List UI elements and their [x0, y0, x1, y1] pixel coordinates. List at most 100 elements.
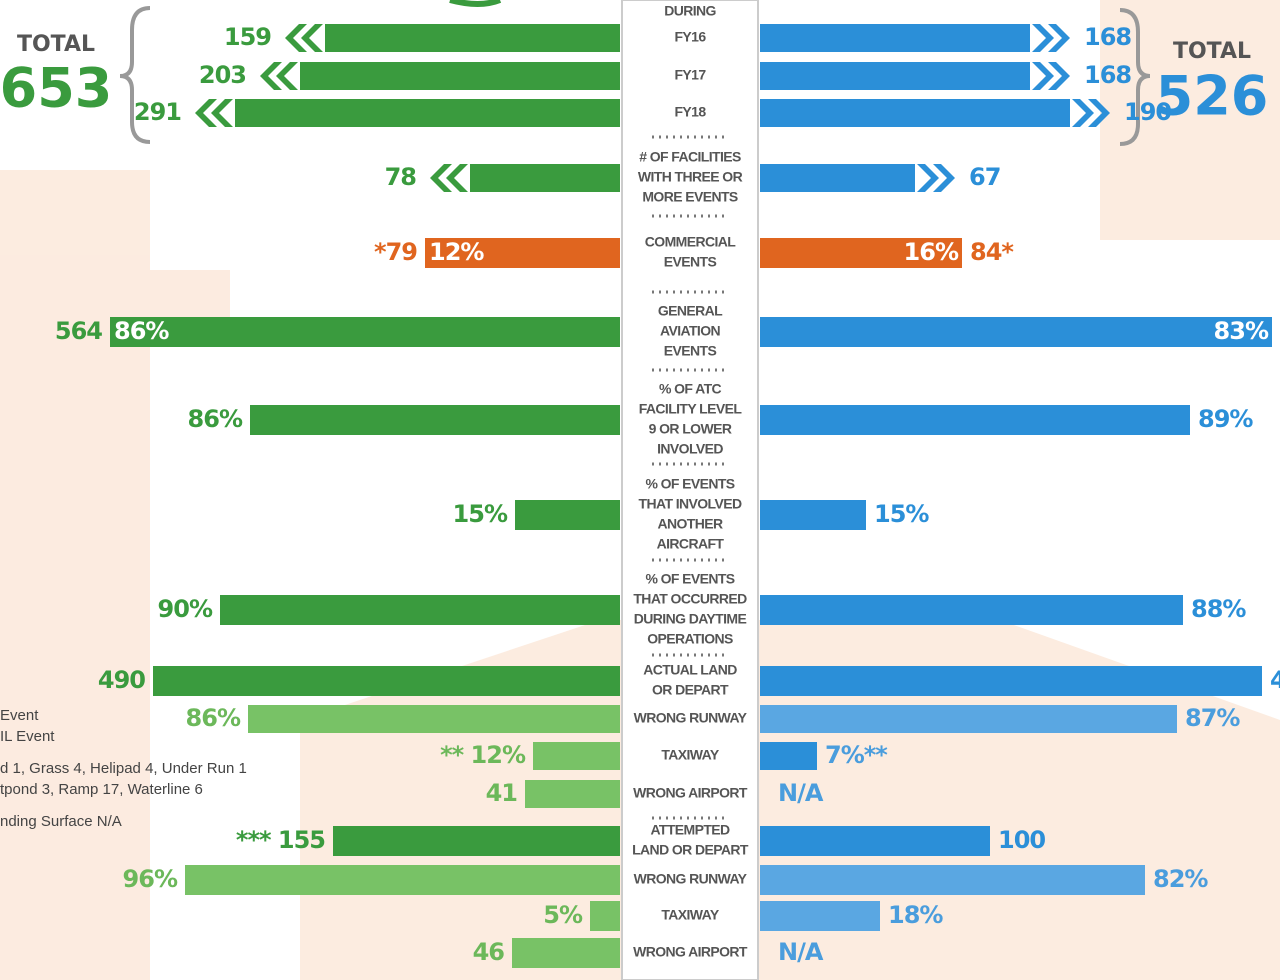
inner-label: 16% [904, 238, 959, 266]
row-label: WRONG AIRPORT [633, 785, 748, 801]
row-label: WRONG RUNWAY [634, 710, 748, 726]
value-label: 86% [186, 704, 241, 732]
value-label: 96% [123, 865, 178, 893]
bar [760, 742, 817, 770]
bar [760, 865, 1145, 895]
row-label: FY18 [674, 104, 706, 120]
bar [515, 500, 620, 530]
row-label: 9 OR LOWER [649, 421, 732, 437]
value-label: 82% [1153, 865, 1208, 893]
bar [760, 500, 866, 530]
value-label: 100 [998, 826, 1045, 854]
row-label: % OF ATC [659, 381, 722, 397]
chevron [933, 164, 955, 192]
legend-text: nding Surface N/A [0, 813, 122, 830]
bar [300, 62, 620, 90]
bar [760, 238, 962, 268]
bar [525, 780, 620, 808]
value-label: 18% [888, 901, 943, 929]
value-label: 84* [970, 238, 1014, 266]
row-label: THAT OCCURRED [633, 591, 747, 607]
row-label: THAT INVOLVED [639, 496, 742, 512]
chevron [195, 99, 217, 127]
value-label: 87% [1185, 704, 1240, 732]
chevron [1032, 62, 1054, 90]
inner-label: 12% [429, 238, 484, 266]
row-label: WRONG AIRPORT [633, 944, 748, 960]
row-label: % OF EVENTS [645, 571, 734, 587]
center-column [621, 0, 759, 980]
row-label: OPERATIONS [647, 631, 733, 647]
chevron [1088, 99, 1110, 127]
value-label: 490 [98, 666, 145, 694]
bar [470, 164, 620, 192]
chevron [301, 24, 323, 52]
chevron [211, 99, 233, 127]
total-label: TOTAL [1173, 39, 1251, 64]
chevron [260, 62, 282, 90]
row-label: FY17 [674, 67, 706, 83]
bar [153, 666, 620, 696]
bar [760, 62, 1030, 90]
bar [760, 99, 1070, 127]
chevron [917, 164, 939, 192]
inner-label: 86% [114, 317, 169, 345]
chevron [1032, 24, 1054, 52]
row-label: % OF EVENTS [645, 476, 734, 492]
bar [760, 164, 915, 192]
value-label: *79 [374, 238, 417, 266]
value-label: 89% [1198, 405, 1253, 433]
brace-left [119, 6, 151, 144]
value-label: 291 [134, 98, 181, 126]
row-label: FACILITY LEVEL [639, 401, 743, 417]
value-label: 15% [874, 500, 929, 528]
row-label: AIRCRAFT [657, 536, 725, 552]
brace-right [1119, 8, 1151, 146]
bar [333, 826, 620, 856]
value-label: 5% [543, 901, 583, 929]
row-label: TAXIWAY [661, 907, 720, 923]
value-label: 90% [158, 595, 213, 623]
chevron [285, 24, 307, 52]
value-label: 15% [453, 500, 508, 528]
value-label: 190 [1124, 98, 1171, 126]
row-label: LAND OR DEPART [632, 842, 749, 858]
bar [760, 24, 1030, 52]
value-label: ** 12% [440, 741, 526, 769]
decor-curve [449, 0, 502, 7]
legend-text: Event [0, 707, 39, 724]
header: DURING [664, 3, 716, 19]
bar [760, 901, 880, 931]
chevron [446, 164, 468, 192]
bar [512, 938, 620, 968]
row-label: WRONG RUNWAY [634, 871, 748, 887]
bar [220, 595, 620, 625]
bar [760, 826, 990, 856]
bar [760, 317, 1272, 347]
row-label: WITH THREE OR [638, 169, 743, 185]
row-label: MORE EVENTS [642, 189, 738, 205]
row-label: ANOTHER [657, 516, 723, 532]
row-label: ACTUAL LAND [643, 662, 737, 678]
row-label: EVENTS [664, 343, 717, 359]
bar [760, 595, 1183, 625]
bar [185, 865, 620, 895]
row-label: # OF FACILITIES [639, 149, 741, 165]
bar [533, 742, 620, 770]
legend-text: IL Event [0, 728, 55, 745]
chevron [276, 62, 298, 90]
bar [250, 405, 620, 435]
value-label: 159 [224, 23, 271, 51]
inner-label: 83% [1214, 317, 1269, 345]
value-label: 78 [385, 163, 417, 191]
row-label: OR DEPART [652, 682, 729, 698]
value-label: 7%** [825, 741, 888, 769]
bar [760, 405, 1190, 435]
bar [760, 705, 1177, 733]
value-label: N/A [778, 938, 824, 966]
row-label: EVENTS [664, 254, 717, 270]
bar [110, 317, 620, 347]
row-label: COMMERCIAL [645, 234, 736, 250]
row-label: INVOLVED [657, 441, 723, 457]
